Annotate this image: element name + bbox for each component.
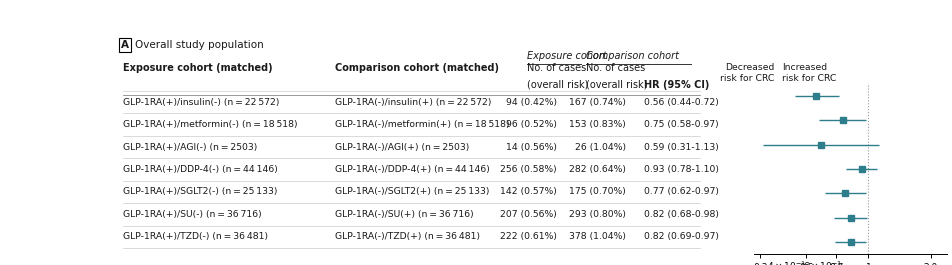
Text: 96 (0.52%): 96 (0.52%) <box>506 120 557 129</box>
Text: 222 (0.61%): 222 (0.61%) <box>500 232 557 241</box>
Text: GLP-1RA(+)/SGLT2(-) (n = 25 133): GLP-1RA(+)/SGLT2(-) (n = 25 133) <box>123 187 277 196</box>
Text: 293 (0.80%): 293 (0.80%) <box>569 210 625 219</box>
Text: No. of cases: No. of cases <box>586 63 645 73</box>
Text: No. of cases: No. of cases <box>527 63 586 73</box>
Text: 0.93 (0.78-1.10): 0.93 (0.78-1.10) <box>645 165 719 174</box>
Text: HR (95% CI): HR (95% CI) <box>645 80 709 90</box>
Text: GLP-1RA(+)/metformin(-) (n = 18 518): GLP-1RA(+)/metformin(-) (n = 18 518) <box>123 120 297 129</box>
Text: 14 (0.56%): 14 (0.56%) <box>506 143 557 152</box>
Text: GLP-1RA(-)/insulin(+) (n = 22 572): GLP-1RA(-)/insulin(+) (n = 22 572) <box>335 98 491 107</box>
Text: 282 (0.64%): 282 (0.64%) <box>569 165 625 174</box>
Text: GLP-1RA(-)/TZD(+) (n = 36 481): GLP-1RA(-)/TZD(+) (n = 36 481) <box>335 232 480 241</box>
Text: Overall study population: Overall study population <box>135 40 264 50</box>
Text: GLP-1RA(+)/SU(-) (n = 36 716): GLP-1RA(+)/SU(-) (n = 36 716) <box>123 210 261 219</box>
Text: 0.82 (0.69-0.97): 0.82 (0.69-0.97) <box>645 232 719 241</box>
Text: GLP-1RA(-)/metformin(+) (n = 18 518): GLP-1RA(-)/metformin(+) (n = 18 518) <box>335 120 509 129</box>
Text: 175 (0.70%): 175 (0.70%) <box>569 187 625 196</box>
Text: Decreased
risk for CRC: Decreased risk for CRC <box>720 63 775 83</box>
Text: 0.56 (0.44-0.72): 0.56 (0.44-0.72) <box>645 98 719 107</box>
Text: GLP-1RA(-)/SU(+) (n = 36 716): GLP-1RA(-)/SU(+) (n = 36 716) <box>335 210 474 219</box>
Text: 94 (0.42%): 94 (0.42%) <box>506 98 557 107</box>
Text: 26 (1.04%): 26 (1.04%) <box>575 143 625 152</box>
Text: Increased
risk for CRC: Increased risk for CRC <box>782 63 836 83</box>
Text: Exposure cohort: Exposure cohort <box>527 51 606 61</box>
Text: GLP-1RA(+)/DDP-4(-) (n = 44 146): GLP-1RA(+)/DDP-4(-) (n = 44 146) <box>123 165 277 174</box>
Text: Comparison cohort (matched): Comparison cohort (matched) <box>335 63 499 73</box>
Text: 378 (1.04%): 378 (1.04%) <box>569 232 625 241</box>
Text: Exposure cohort (matched): Exposure cohort (matched) <box>123 63 272 73</box>
Text: Comparison cohort: Comparison cohort <box>586 51 679 61</box>
Text: GLP-1RA(-)/DDP-4(+) (n = 44 146): GLP-1RA(-)/DDP-4(+) (n = 44 146) <box>335 165 490 174</box>
Text: 0.77 (0.62-0.97): 0.77 (0.62-0.97) <box>645 187 719 196</box>
Text: GLP-1RA(+)/AGI(-) (n = 2503): GLP-1RA(+)/AGI(-) (n = 2503) <box>123 143 257 152</box>
Text: 256 (0.58%): 256 (0.58%) <box>500 165 557 174</box>
Text: 207 (0.56%): 207 (0.56%) <box>500 210 557 219</box>
Text: GLP-1RA(-)/SGLT2(+) (n = 25 133): GLP-1RA(-)/SGLT2(+) (n = 25 133) <box>335 187 489 196</box>
Text: 0.75 (0.58-0.97): 0.75 (0.58-0.97) <box>645 120 719 129</box>
Text: 153 (0.83%): 153 (0.83%) <box>569 120 625 129</box>
Text: 0.82 (0.68-0.98): 0.82 (0.68-0.98) <box>645 210 719 219</box>
Text: GLP-1RA(-)/AGI(+) (n = 2503): GLP-1RA(-)/AGI(+) (n = 2503) <box>335 143 469 152</box>
Text: 0.59 (0.31-1.13): 0.59 (0.31-1.13) <box>645 143 719 152</box>
Text: A: A <box>121 40 129 50</box>
Text: (overall risk): (overall risk) <box>527 80 588 90</box>
Text: 142 (0.57%): 142 (0.57%) <box>500 187 557 196</box>
Text: (overall risk): (overall risk) <box>586 80 647 90</box>
Text: GLP-1RA(+)/insulin(-) (n = 22 572): GLP-1RA(+)/insulin(-) (n = 22 572) <box>123 98 279 107</box>
Text: 167 (0.74%): 167 (0.74%) <box>569 98 625 107</box>
Text: GLP-1RA(+)/TZD(-) (n = 36 481): GLP-1RA(+)/TZD(-) (n = 36 481) <box>123 232 268 241</box>
